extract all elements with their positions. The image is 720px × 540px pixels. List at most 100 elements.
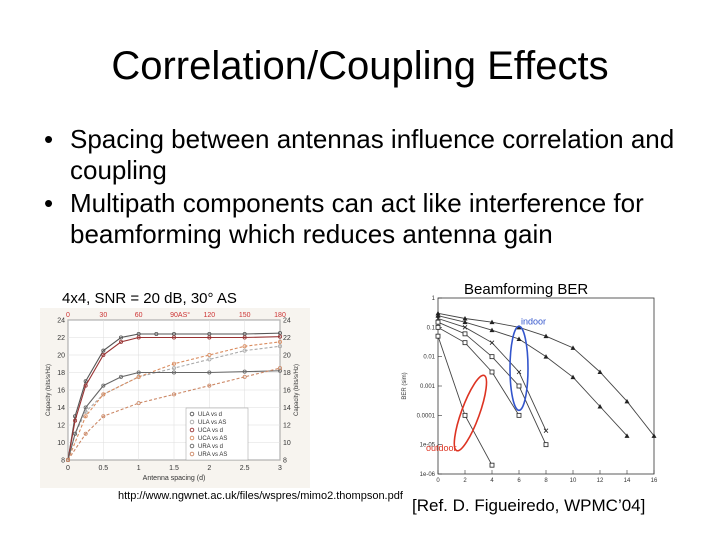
data-point [101,392,106,397]
y-tick-label: 0.0001 [417,413,436,419]
y-tick-label: 0.01 [423,355,435,361]
x-tick-label: 3 [278,465,282,472]
x-tick-label: 0.5 [98,465,108,472]
right-chart-caption: Beamforming BER [464,281,589,298]
data-point [207,357,212,362]
data-point [171,361,176,366]
data-point [277,339,282,344]
bullet-item: • Multipath components can act like inter… [44,188,684,250]
data-point [83,383,88,388]
legend-label: ULA vs d [198,412,222,418]
data-point [462,412,468,418]
data-point [73,431,78,436]
x-axis-label: Antenna spacing (d) [143,475,206,482]
data-point [277,334,282,339]
outdoor-label: outdoor [426,443,457,453]
legend-box [185,407,249,461]
legend-label: URA vs d [198,444,223,450]
data-point [543,428,549,433]
data-point [171,392,176,397]
data-point [207,370,212,375]
x-tick-label: 8 [544,478,548,484]
x2-tick-label: 60 [135,312,143,319]
data-point [242,369,247,374]
x-tick-label: 1.5 [169,465,179,472]
data-point [435,333,441,339]
bullet-text: Spacing between antennas influence corre… [70,124,675,185]
data-point [489,369,495,375]
y2-tick-label: 24 [283,318,291,325]
legend-marker [189,451,195,457]
data-point [489,340,495,345]
series-line [67,370,281,461]
x2-tick-label: 150 [239,312,251,319]
x-tick-label: 16 [651,478,658,484]
data-point [435,310,441,316]
data-point [136,401,141,406]
data-point [171,370,176,375]
data-point [570,374,576,380]
data-point [207,353,212,358]
x2-tick-label: 0 [66,312,70,319]
data-point [242,335,247,340]
data-point [119,339,124,344]
legend-marker [189,443,195,449]
x-tick-label: 14 [624,478,631,484]
x2-tick-label: 120 [203,312,215,319]
y2-tick-label: 22 [283,335,291,342]
y-tick-label: 16 [57,388,65,395]
data-point [489,462,495,468]
x-tick-label: 4 [490,478,494,484]
data-point [435,319,441,325]
legend-marker [189,435,195,441]
y2-tick-label: 14 [283,405,291,412]
x-tick-label: 2.5 [240,465,250,472]
data-point [462,331,468,337]
data-point [543,354,549,359]
y-tick-label: 1e-05 [420,443,436,449]
data-point [277,344,282,349]
left-chart-caption: 4x4, SNR = 20 dB, 30° AS [62,290,237,307]
data-point [136,370,141,375]
legend-label: UCA vs AS [198,436,227,442]
data-point [489,319,495,325]
x-tick-label: 2 [207,465,211,472]
series-line [67,341,281,461]
legend-label: UCA vs d [198,428,223,434]
data-point [543,333,549,339]
data-point [242,348,247,353]
series-line [437,326,520,416]
data-point [462,316,468,321]
slide-title: Correlation/Coupling Effects [111,44,609,88]
x-tick-label: 0 [66,465,70,472]
data-point [119,374,124,379]
y2-tick-label: 20 [283,353,291,360]
data-point [73,418,78,423]
source-url: http://www.ngwnet.ac.uk/files/wspres/mim… [118,490,403,502]
data-point [597,404,603,409]
data-point [462,325,468,330]
y-tick-label: 1 [432,296,436,302]
y-tick-label: 0.1 [427,325,436,331]
data-point [83,414,88,419]
data-point [435,324,441,330]
bullet-list: • Spacing between antennas influence corr… [44,124,684,252]
x2-tick-label: 90 [170,312,178,319]
data-point [277,366,282,371]
y2-tick-label: 12 [283,423,291,430]
legend-label: URA vs AS [198,452,227,458]
data-point [207,335,212,340]
data-point [83,379,88,384]
data-point [242,374,247,379]
y-tick-label: 0.001 [420,384,436,390]
indoor-label: indoor [521,316,546,326]
x2-tick-label: 30 [99,312,107,319]
data-point [101,414,106,419]
y2-tick-label: 10 [283,440,291,447]
data-point [171,366,176,371]
x2-tick-label: 180 [274,312,286,319]
ber-chart: 1 0.1 0.01 0.001 0.0001 1e-05 1e-060 2 4 6 8 10 12 14… [402,296,658,484]
data-point [489,327,495,333]
data-point [207,383,212,388]
